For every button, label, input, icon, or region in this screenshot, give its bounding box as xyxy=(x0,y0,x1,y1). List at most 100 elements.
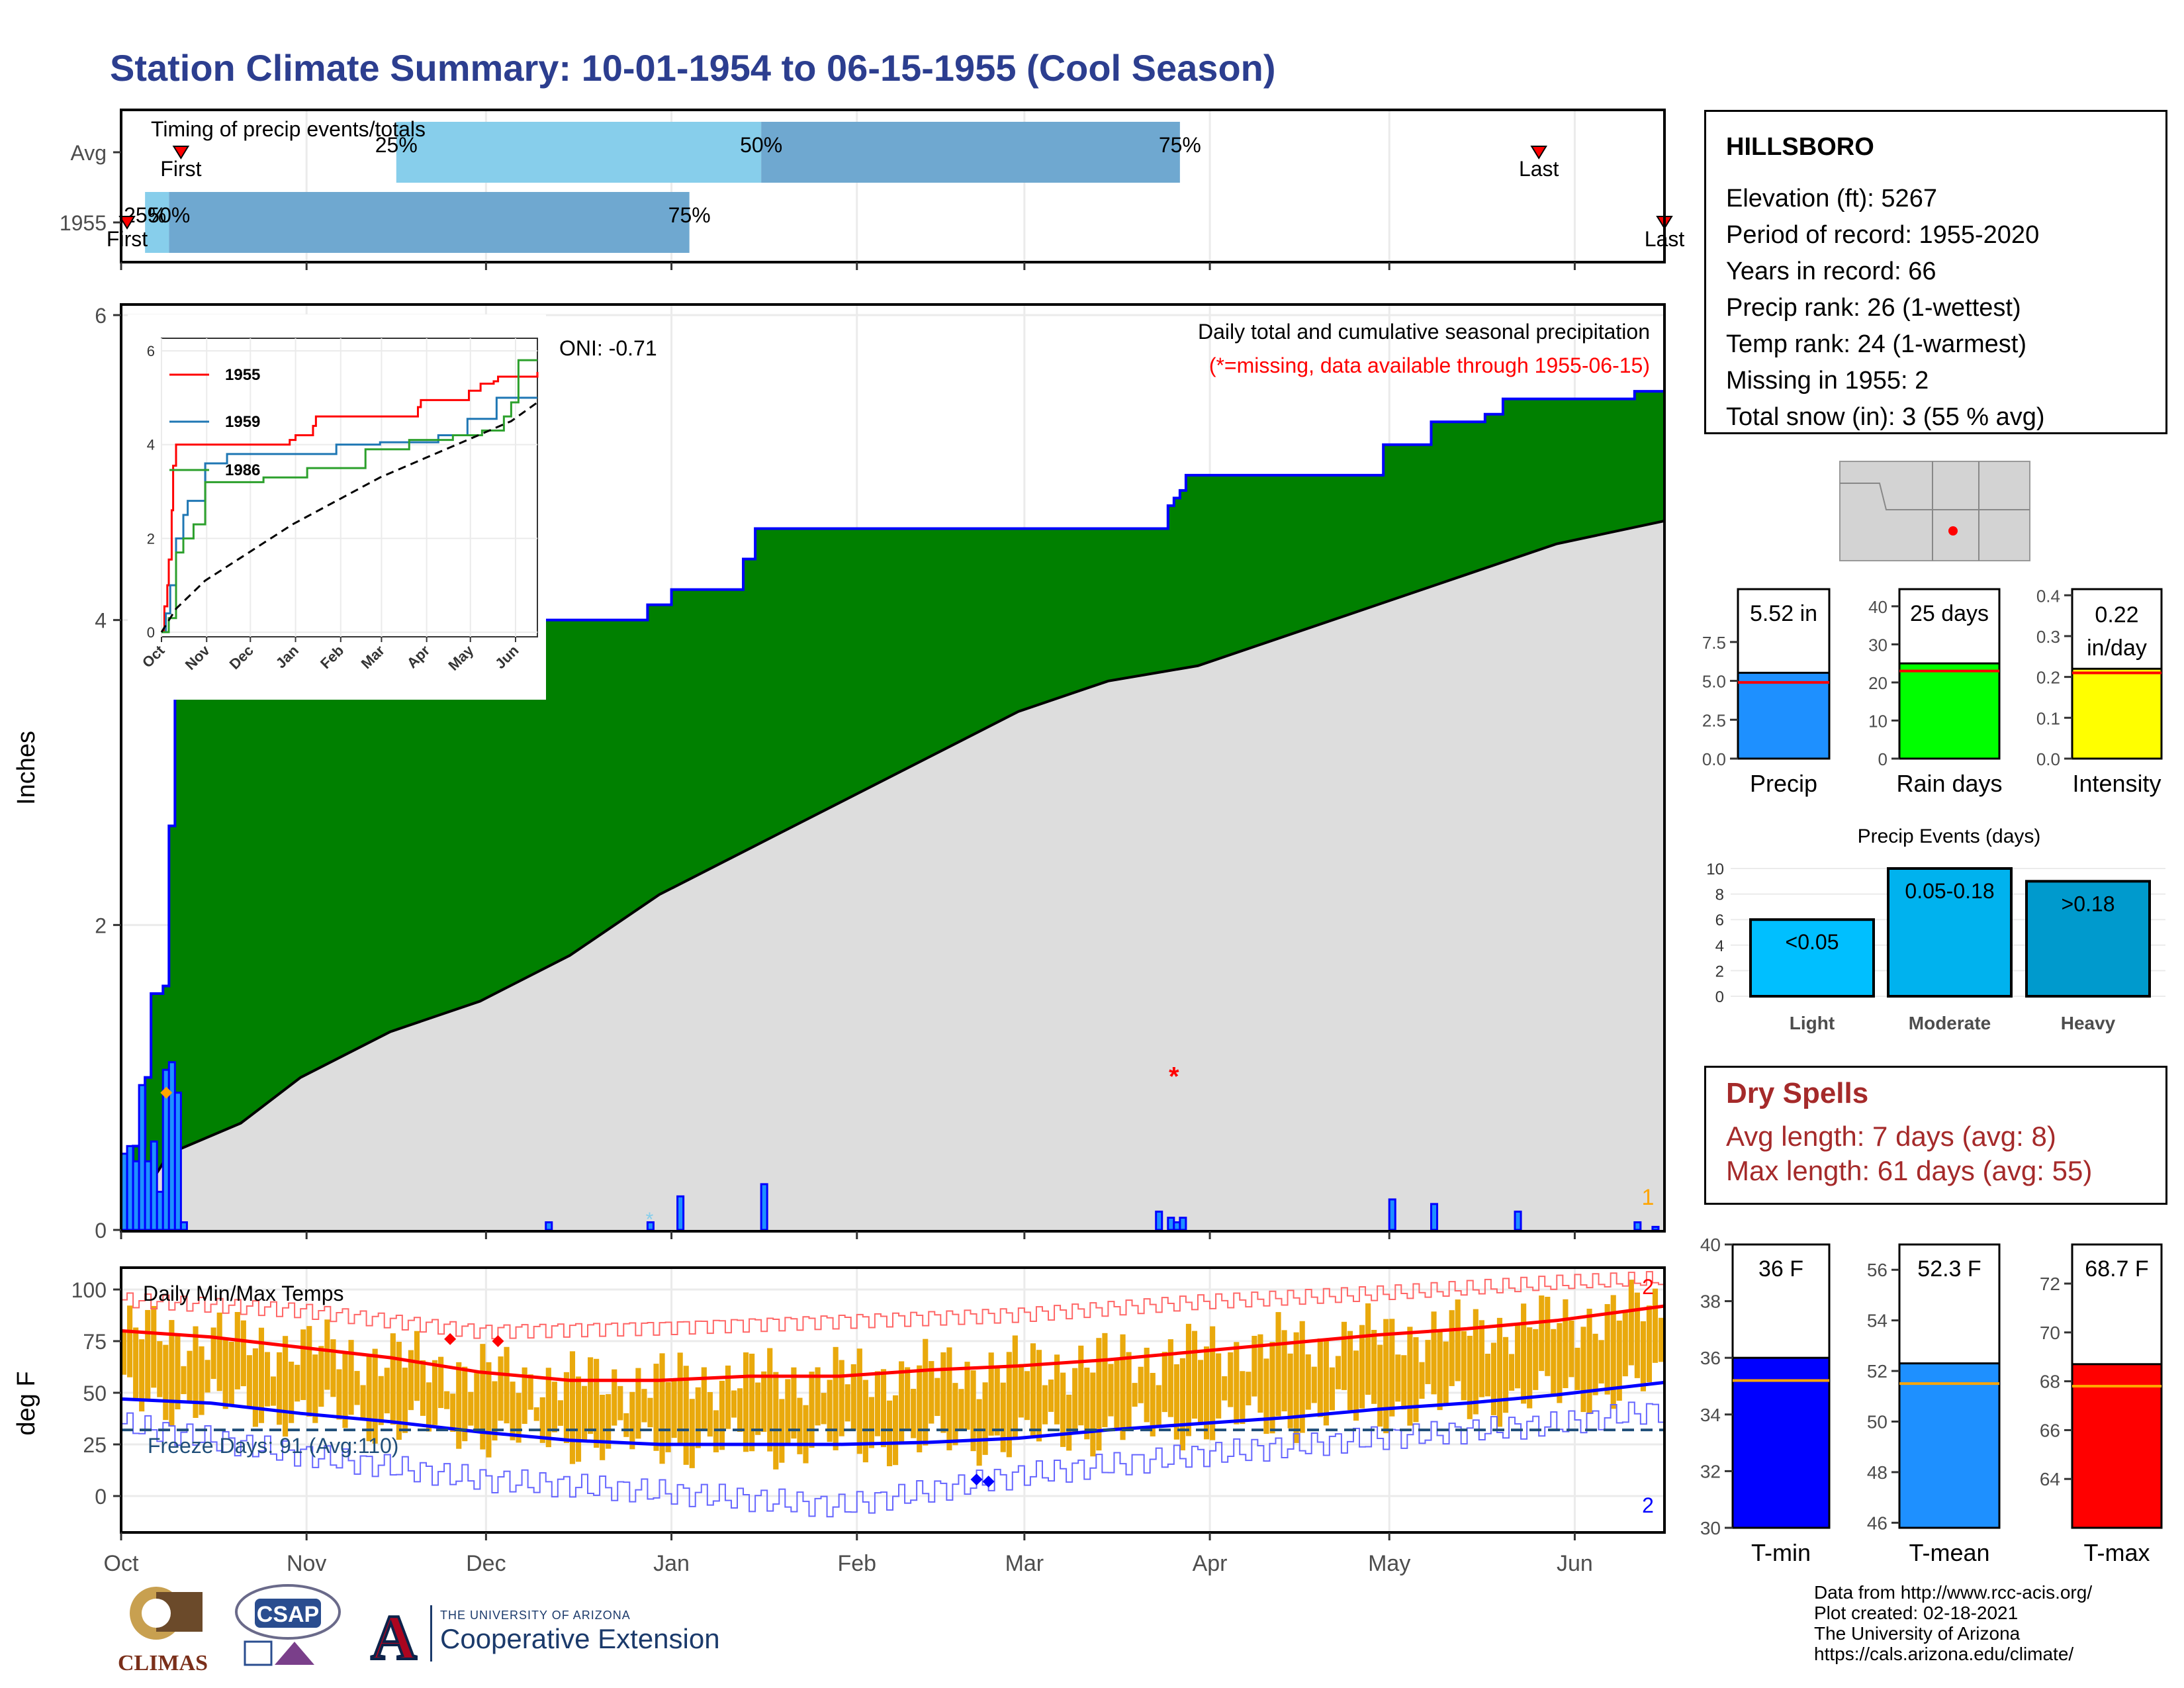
daily-temp-bar xyxy=(1030,1343,1036,1438)
daily-temp-bar xyxy=(1371,1330,1377,1404)
daily-temp-bar xyxy=(1359,1325,1365,1409)
daily-temp-bar xyxy=(175,1335,181,1410)
daily-precip-bar xyxy=(1179,1217,1187,1231)
rain-days-y-label: 40 xyxy=(1868,597,1888,617)
daily-temp-bar xyxy=(1006,1352,1012,1458)
daily-temp-bar xyxy=(1484,1354,1490,1397)
daily-temp-bar xyxy=(970,1370,976,1452)
intensity-y-label: 0.3 xyxy=(2036,627,2060,647)
timing-p75-label: 75% xyxy=(668,203,711,227)
tmin-bar xyxy=(1731,1356,1831,1529)
daily-temp-bar xyxy=(1311,1366,1317,1403)
daily-temp-bar xyxy=(1592,1333,1598,1395)
climas-logo-text: CLIMAS xyxy=(118,1651,208,1675)
tmean-bar xyxy=(1898,1362,2001,1529)
inset-y-tick: 6 xyxy=(147,343,155,359)
daily-temp-bar xyxy=(1287,1353,1293,1429)
daily-temp-bar xyxy=(504,1346,510,1424)
daily-temp-bar xyxy=(1389,1319,1395,1417)
daily-temp-bar xyxy=(1586,1309,1592,1415)
daily-temp-bar xyxy=(797,1397,803,1454)
station-temp-rank: Temp rank: 24 (1-warmest) xyxy=(1726,330,2027,358)
daily-temp-bar xyxy=(1365,1303,1371,1395)
daily-temp-bar xyxy=(1413,1337,1419,1423)
daily-temp-bar xyxy=(1072,1368,1078,1434)
daily-temp-bar xyxy=(510,1382,516,1440)
daily-temp-bar xyxy=(1293,1332,1299,1443)
daily-temp-bar xyxy=(1347,1331,1353,1411)
daily-temp-bar xyxy=(1329,1367,1335,1411)
precip-total-y-label: 7.5 xyxy=(1702,633,1726,653)
daily-temp-bar xyxy=(1305,1354,1311,1410)
daily-temp-bar xyxy=(899,1361,905,1444)
daily-temp-bar xyxy=(1425,1340,1431,1384)
daily-temp-bar xyxy=(228,1342,234,1407)
daily-temp-bar xyxy=(665,1382,671,1452)
precip-events-bar xyxy=(1887,867,2013,998)
daily-temp-bar xyxy=(330,1339,336,1397)
timing-p50-label: 50% xyxy=(740,133,782,157)
daily-temp-bar xyxy=(480,1344,486,1450)
daily-temp-bar xyxy=(1616,1320,1622,1401)
daily-temp-bar xyxy=(492,1381,498,1441)
timing-bar-50-75 xyxy=(761,122,1180,183)
daily-temp-bar xyxy=(318,1346,324,1407)
tmean-y-label: 56 xyxy=(1867,1260,1888,1280)
daily-temp-bar xyxy=(1078,1345,1084,1426)
station-elevation: Elevation (ft): 5267 xyxy=(1726,185,1937,212)
month-label: May xyxy=(1368,1551,1410,1576)
daily-temp-bar xyxy=(1102,1333,1108,1428)
daily-temp-bar xyxy=(911,1389,917,1438)
inset-y-tick: 2 xyxy=(147,530,155,547)
record-low-marker xyxy=(970,1474,983,1486)
daily-temp-bar xyxy=(240,1320,246,1387)
daily-temp-bar xyxy=(1407,1327,1413,1426)
daily-temp-bar xyxy=(1431,1311,1437,1395)
dry-spells-box: Dry Spells Avg length: 7 days (avg: 8) M… xyxy=(1704,1066,2167,1205)
temp-title: Daily Min/Max Temps xyxy=(143,1282,343,1305)
intensity-y-label: 0.1 xyxy=(2036,708,2060,728)
daily-temp-bar xyxy=(1539,1295,1545,1372)
credit-line-3: The University of Arizona xyxy=(1814,1623,2021,1644)
precip-events-y-label: 4 xyxy=(1715,937,1724,955)
daily-temp-bar xyxy=(839,1360,844,1436)
daily-temp-bar xyxy=(402,1368,408,1433)
csap-logo-icon: CSAP xyxy=(235,1584,341,1666)
daily-temp-bar xyxy=(1018,1364,1024,1418)
logo-divider xyxy=(430,1605,432,1662)
daily-temp-bar xyxy=(606,1394,612,1449)
inset-series-avg xyxy=(160,401,538,633)
university-of-arizona-logo: A xyxy=(361,1601,427,1674)
daily-temp-bar xyxy=(181,1366,187,1395)
timing-p75-label: 75% xyxy=(1159,133,1201,157)
timing-last-label: Last xyxy=(1519,157,1559,181)
daily-temp-bar xyxy=(1036,1350,1042,1442)
daily-temp-bar xyxy=(1545,1297,1551,1376)
timing-bar-25-50 xyxy=(396,122,762,183)
daily-temp-bar xyxy=(151,1305,157,1388)
daily-temp-bar xyxy=(516,1393,522,1443)
daily-temp-bar xyxy=(426,1382,432,1432)
daily-temp-bar xyxy=(1502,1336,1509,1413)
precip-events-bar-label: >0.18 xyxy=(2062,892,2115,915)
precip-total-y-label: 2.5 xyxy=(1702,710,1726,730)
daily-temp-bar xyxy=(749,1353,755,1452)
daily-temp-bar xyxy=(1173,1364,1179,1440)
timing-first-label: First xyxy=(107,227,148,251)
daily-temp-bar xyxy=(940,1352,946,1433)
daily-precip-bar xyxy=(1633,1221,1642,1231)
daily-temp-bar xyxy=(121,1331,127,1375)
daily-temp-bar xyxy=(1024,1371,1030,1421)
daily-temp-bar xyxy=(856,1348,862,1454)
daily-temp-bar xyxy=(1395,1354,1401,1402)
timing-panel-border xyxy=(120,109,1666,263)
daily-temp-bar xyxy=(886,1400,893,1466)
tmean-y-label: 52 xyxy=(1867,1361,1888,1382)
daily-temp-bar xyxy=(833,1346,839,1450)
daily-temp-bar xyxy=(1156,1385,1161,1428)
csap-logo: CSAP xyxy=(228,1579,347,1678)
snow-marker: * xyxy=(646,1209,654,1231)
dry-spells-avg: Avg length: 7 days (avg: 8) xyxy=(1726,1121,2056,1152)
intensity-y-label: 0.2 xyxy=(2036,668,2060,688)
